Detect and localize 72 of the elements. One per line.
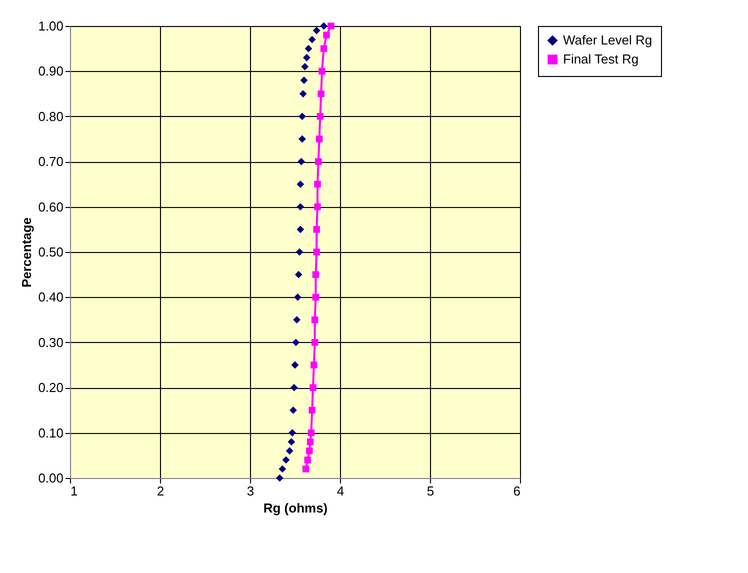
point <box>315 158 322 165</box>
point <box>304 456 311 464</box>
y-tick-label: 0.60 <box>38 199 64 214</box>
point <box>288 429 296 437</box>
point <box>311 339 318 346</box>
point <box>293 316 301 324</box>
legend-label: Final Test Rg <box>563 52 639 66</box>
x-tick-label: 2 <box>156 484 164 498</box>
x-axis-title: Rg (ohms) <box>263 500 328 516</box>
point <box>306 448 313 454</box>
point <box>282 456 290 464</box>
point <box>314 180 321 188</box>
point <box>286 447 294 455</box>
y-tick-label: 0.30 <box>38 334 64 350</box>
x-tick-label: 4 <box>336 484 344 498</box>
point <box>302 466 310 472</box>
point <box>313 226 320 233</box>
point <box>304 44 312 52</box>
x-tick-label: 5 <box>426 484 434 498</box>
point <box>302 54 310 62</box>
point <box>291 361 299 369</box>
point <box>318 68 326 75</box>
x-tick-label: 1 <box>70 484 78 498</box>
point <box>312 294 320 301</box>
point <box>308 406 316 414</box>
x-tick-label: 3 <box>246 484 254 498</box>
point <box>318 90 324 98</box>
point <box>301 62 309 70</box>
y-tick-label: 0.70 <box>38 154 64 170</box>
point <box>292 338 300 346</box>
point <box>311 316 318 324</box>
point <box>296 203 304 211</box>
point <box>288 438 296 446</box>
point <box>276 474 284 482</box>
point <box>316 136 323 142</box>
point <box>278 465 286 473</box>
point <box>314 203 321 210</box>
point <box>289 406 297 414</box>
point <box>298 135 306 143</box>
point <box>290 384 298 392</box>
point <box>316 113 324 120</box>
point <box>320 22 328 30</box>
y-tick-label: 0.80 <box>38 108 64 124</box>
point <box>312 271 320 278</box>
point <box>310 384 316 391</box>
point <box>294 270 302 278</box>
point <box>308 429 315 436</box>
point <box>320 45 328 52</box>
y-tick-label: 0.00 <box>38 470 64 486</box>
y-tick-label: 0.20 <box>38 380 64 396</box>
y-tick-label: 0.90 <box>38 64 64 79</box>
point <box>296 248 304 256</box>
point <box>312 26 320 34</box>
point <box>310 362 318 368</box>
point <box>313 248 320 256</box>
y-tick-label: 1.00 <box>38 18 64 34</box>
point <box>298 158 306 166</box>
y-tick-label: 0.40 <box>38 290 64 305</box>
point <box>296 226 304 234</box>
point <box>306 438 314 446</box>
legend-label: Wafer Level Rg <box>563 32 652 48</box>
x-tick-label: 6 <box>513 484 520 498</box>
y-tick-label: 0.10 <box>38 425 64 440</box>
point <box>296 180 304 188</box>
y-tick-label: 0.50 <box>38 244 64 260</box>
point <box>308 36 316 44</box>
point <box>294 293 302 301</box>
point <box>328 22 334 30</box>
point <box>298 112 306 120</box>
point <box>323 32 330 38</box>
point <box>299 90 307 98</box>
y-axis-title: Percentage <box>19 217 34 288</box>
